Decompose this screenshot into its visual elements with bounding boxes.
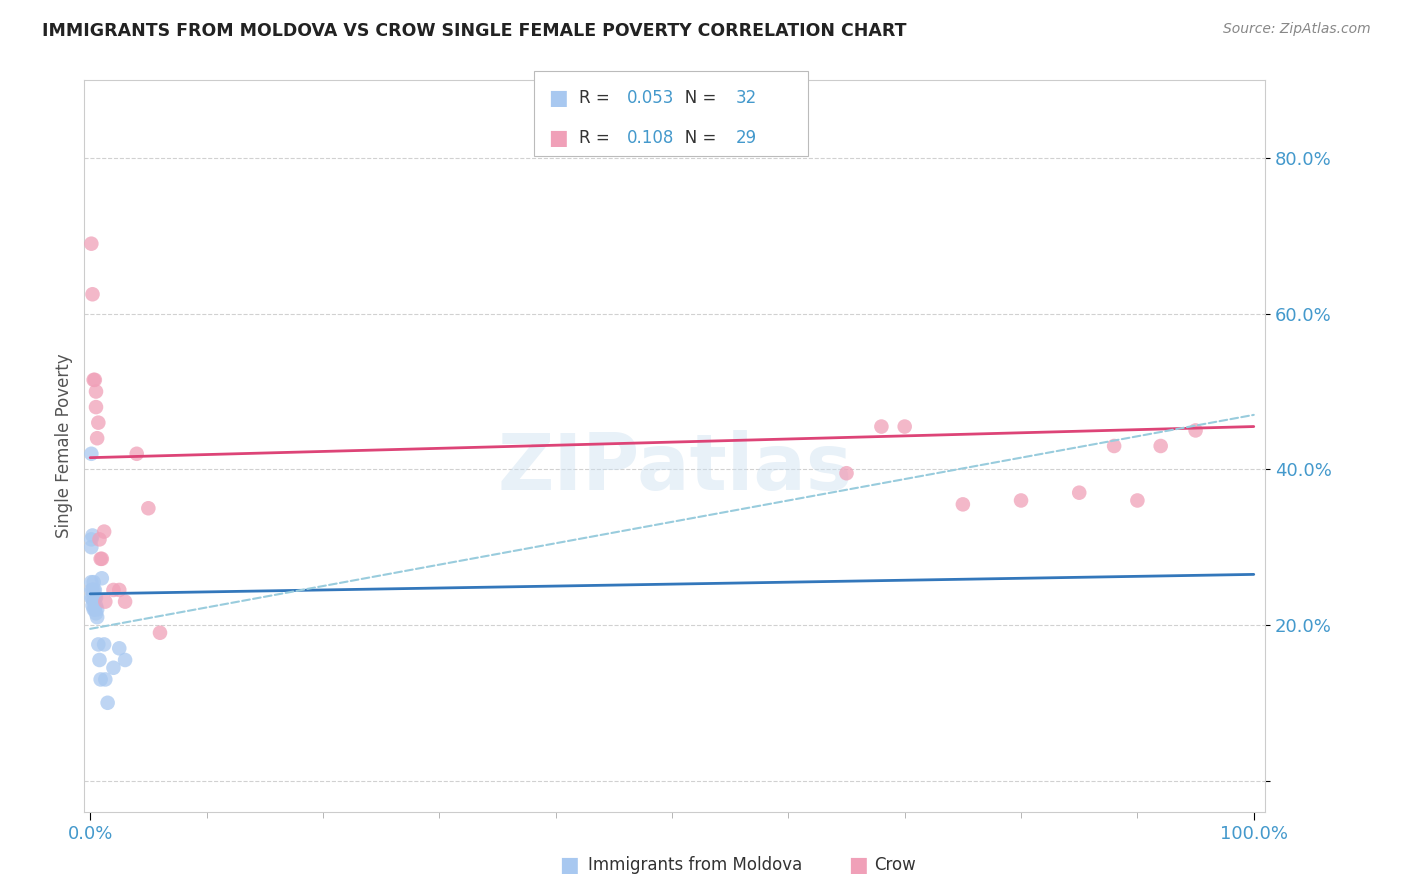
Point: [94, 673, 117, 687]
Point: [108, 641, 131, 656]
Text: R =: R =: [579, 129, 616, 147]
Point: [83, 582, 105, 597]
Point: [149, 625, 172, 640]
Point: [82, 287, 104, 301]
Point: [138, 501, 160, 516]
Point: [1069, 485, 1091, 500]
Point: [80, 591, 103, 605]
Point: [87, 637, 110, 651]
Point: [80, 447, 103, 461]
Point: [1126, 493, 1149, 508]
Point: [80, 582, 103, 597]
Point: [82, 599, 104, 613]
Point: [93, 524, 115, 539]
Point: [835, 467, 858, 481]
Point: [83, 373, 105, 387]
Text: 32: 32: [735, 89, 756, 107]
Text: Immigrants from Moldova: Immigrants from Moldova: [588, 856, 801, 874]
Point: [952, 497, 974, 511]
Text: ■: ■: [548, 128, 568, 148]
Point: [80, 540, 103, 554]
Point: [83, 594, 105, 608]
Point: [94, 594, 117, 608]
Text: R =: R =: [579, 89, 616, 107]
Point: [870, 419, 893, 434]
Point: [86, 602, 108, 616]
Point: [89, 533, 111, 547]
Text: 0.053: 0.053: [627, 89, 675, 107]
Point: [93, 637, 115, 651]
Point: [82, 528, 104, 542]
Point: [114, 594, 136, 608]
Point: [83, 373, 105, 387]
Point: [87, 416, 110, 430]
Text: ■: ■: [848, 855, 868, 875]
Point: [103, 661, 125, 675]
Y-axis label: Single Female Poverty: Single Female Poverty: [55, 354, 73, 538]
Point: [893, 419, 915, 434]
Point: [86, 610, 108, 624]
Point: [80, 533, 103, 547]
Point: [80, 575, 103, 590]
Text: ZIPatlas: ZIPatlas: [498, 430, 852, 506]
Point: [84, 384, 107, 399]
Point: [89, 653, 111, 667]
Point: [103, 582, 125, 597]
Text: 29: 29: [735, 129, 756, 147]
Point: [1010, 493, 1032, 508]
Point: [83, 602, 105, 616]
Point: [84, 591, 107, 605]
Text: Crow: Crow: [875, 856, 917, 874]
Text: 0.108: 0.108: [627, 129, 675, 147]
Point: [82, 582, 104, 597]
Point: [90, 551, 112, 566]
Point: [97, 696, 120, 710]
Point: [83, 591, 105, 605]
Point: [83, 575, 105, 590]
Point: [83, 582, 105, 597]
Point: [80, 236, 103, 251]
Point: [82, 591, 104, 605]
Point: [1184, 424, 1206, 438]
Point: [90, 673, 112, 687]
Point: [1102, 439, 1125, 453]
Point: [108, 582, 131, 597]
Text: ■: ■: [548, 88, 568, 108]
Text: ■: ■: [560, 855, 579, 875]
Text: N =: N =: [669, 89, 721, 107]
Text: N =: N =: [669, 129, 721, 147]
Point: [83, 602, 105, 616]
Point: [90, 571, 112, 585]
Point: [84, 599, 107, 613]
Text: IMMIGRANTS FROM MOLDOVA VS CROW SINGLE FEMALE POVERTY CORRELATION CHART: IMMIGRANTS FROM MOLDOVA VS CROW SINGLE F…: [42, 22, 907, 40]
Point: [84, 400, 107, 414]
Point: [90, 551, 112, 566]
Text: Source: ZipAtlas.com: Source: ZipAtlas.com: [1223, 22, 1371, 37]
Point: [86, 431, 108, 445]
Point: [1150, 439, 1173, 453]
Point: [84, 607, 107, 621]
Point: [125, 447, 148, 461]
Point: [114, 653, 136, 667]
